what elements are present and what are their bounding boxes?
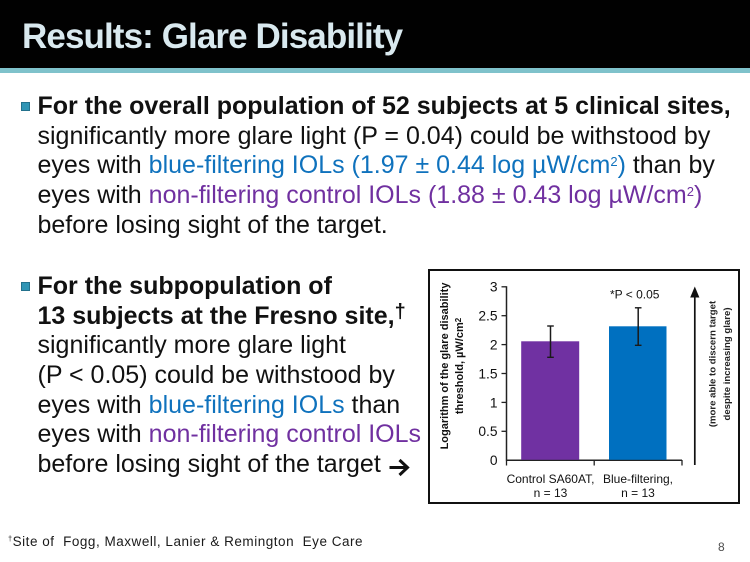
- svg-text:3: 3: [490, 280, 498, 295]
- svg-text:Logarithm of the glare disabil: Logarithm of the glare disability: [439, 282, 451, 450]
- svg-text:1.5: 1.5: [478, 366, 498, 381]
- svg-text:n = 13: n = 13: [621, 486, 655, 500]
- svg-text:2: 2: [490, 338, 498, 353]
- svg-text:threshold, µW/cm2: threshold, µW/cm2: [454, 317, 466, 414]
- svg-text:2.5: 2.5: [478, 309, 498, 324]
- svg-text:n = 13: n = 13: [534, 486, 568, 500]
- svg-text:0.5: 0.5: [478, 424, 498, 439]
- svg-text:*P < 0.05: *P < 0.05: [610, 288, 660, 302]
- svg-text:Blue-filtering,: Blue-filtering,: [603, 472, 673, 486]
- svg-text:Control SA60AT,: Control SA60AT,: [507, 472, 595, 486]
- svg-text:(more able to discern target: (more able to discern target: [708, 300, 719, 427]
- svg-text:0: 0: [490, 453, 498, 468]
- svg-text:1: 1: [490, 395, 498, 410]
- svg-text:despite increasing glare): despite increasing glare): [722, 307, 733, 420]
